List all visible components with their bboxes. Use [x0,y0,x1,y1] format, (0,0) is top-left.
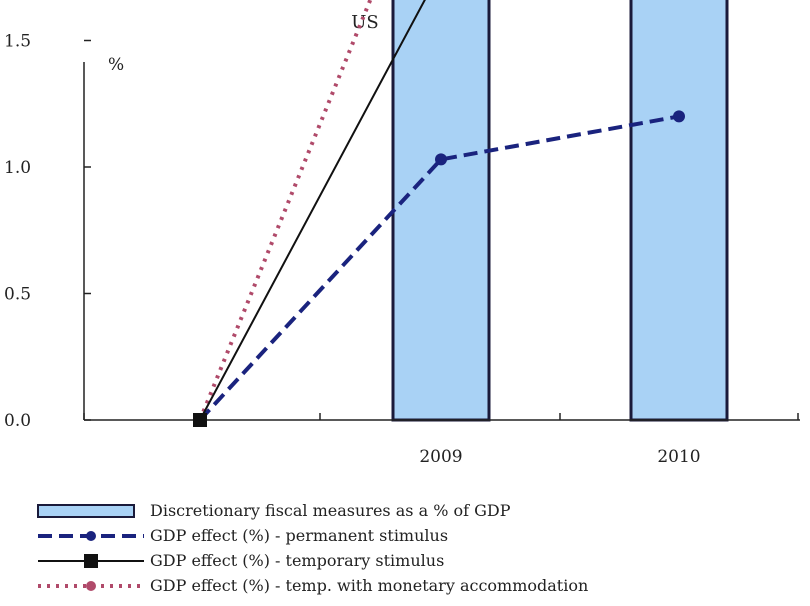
chart-title: US [351,12,379,33]
lines-layer [193,0,685,427]
data-point [673,110,685,123]
legend-label: GDP effect (%) - permanent stimulus [150,526,449,545]
y-tick-label: 0.5 [4,285,31,305]
legend-dashed-line-icon [38,531,144,541]
y-tick-label: 0.0 [4,411,31,431]
legend: Discretionary fiscal measures as a % of … [36,498,808,598]
legend-item-temporary-stimulus: GDP effect (%) - temporary stimulus [36,548,808,573]
legend-item-monetary-accommodation: GDP effect (%) - temp. with monetary acc… [36,573,808,598]
legend-dotted-line-icon [38,581,144,591]
y-tick-label: 1.5 [4,32,31,52]
series-line [199,0,426,421]
y-tick-label: 1.0 [4,158,31,178]
legend-label: GDP effect (%) - temp. with monetary acc… [150,576,589,595]
legend-bar-swatch-icon [37,504,135,518]
x-tick-label: 2009 [419,447,462,467]
series-line [198,114,680,422]
data-point [435,153,447,166]
y-axis-unit: % [108,55,124,75]
legend-label: Discretionary fiscal measures as a % of … [150,501,511,520]
data-point [193,413,207,427]
legend-item-permanent-stimulus: GDP effect (%) - permanent stimulus [36,523,808,548]
bars-layer [391,0,729,422]
x-tick-label: 2010 [657,447,700,467]
legend-label: GDP effect (%) - temporary stimulus [150,551,445,570]
legend-solid-line-icon [38,554,144,568]
bar [391,0,491,422]
bar [629,0,729,422]
legend-item-fiscal-measures: Discretionary fiscal measures as a % of … [36,498,808,523]
